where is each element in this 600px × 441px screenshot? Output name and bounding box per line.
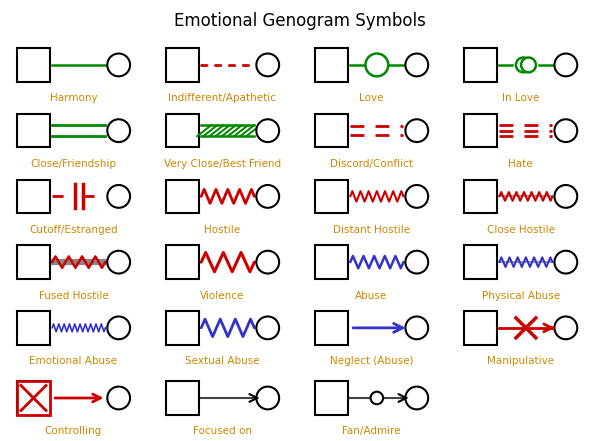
Bar	[17, 381, 50, 415]
Text: Hate: Hate	[508, 159, 533, 169]
Circle shape	[516, 57, 531, 72]
Circle shape	[256, 53, 279, 76]
Circle shape	[521, 57, 536, 72]
Bar	[464, 179, 497, 213]
Text: Close Hostile: Close Hostile	[487, 225, 554, 235]
Text: Manipulative: Manipulative	[487, 356, 554, 366]
Text: Emotional Abuse: Emotional Abuse	[29, 356, 118, 366]
Circle shape	[554, 317, 577, 339]
Circle shape	[554, 251, 577, 273]
Bar	[166, 246, 199, 279]
Bar	[166, 114, 199, 147]
Circle shape	[365, 53, 388, 76]
Text: Hostile: Hostile	[205, 225, 241, 235]
Text: Discord/Conflict: Discord/Conflict	[330, 159, 413, 169]
Bar	[17, 179, 50, 213]
Bar	[17, 114, 50, 147]
Circle shape	[256, 119, 279, 142]
Circle shape	[406, 185, 428, 208]
Text: Fan/Admire: Fan/Admire	[342, 426, 401, 437]
Circle shape	[554, 119, 577, 142]
Circle shape	[107, 251, 130, 273]
Circle shape	[256, 185, 279, 208]
Bar	[166, 311, 199, 344]
Circle shape	[406, 53, 428, 76]
Text: Close/Friendship: Close/Friendship	[31, 159, 116, 169]
Circle shape	[107, 317, 130, 339]
Bar	[17, 48, 50, 82]
Bar	[315, 48, 348, 82]
Bar	[166, 48, 199, 82]
Bar	[315, 246, 348, 279]
Text: Cutoff/Estranged: Cutoff/Estranged	[29, 225, 118, 235]
Text: Controlling: Controlling	[45, 426, 102, 437]
Circle shape	[107, 185, 130, 208]
Text: In Love: In Love	[502, 93, 539, 104]
Text: Fused Hostile: Fused Hostile	[38, 291, 109, 301]
Bar	[315, 179, 348, 213]
Circle shape	[107, 119, 130, 142]
Text: Neglect (Abuse): Neglect (Abuse)	[330, 356, 413, 366]
Circle shape	[406, 317, 428, 339]
Bar	[315, 381, 348, 415]
Circle shape	[256, 251, 279, 273]
Text: Very Close/Best Friend: Very Close/Best Friend	[164, 159, 281, 169]
Text: Love: Love	[359, 93, 384, 104]
Text: Physical Abuse: Physical Abuse	[482, 291, 560, 301]
Bar	[315, 311, 348, 344]
Circle shape	[406, 119, 428, 142]
Circle shape	[554, 53, 577, 76]
Bar	[464, 114, 497, 147]
Text: Focused on: Focused on	[193, 426, 252, 437]
Circle shape	[107, 387, 130, 409]
Text: Violence: Violence	[200, 291, 245, 301]
Circle shape	[406, 251, 428, 273]
Bar	[17, 246, 50, 279]
Text: Abuse: Abuse	[355, 291, 388, 301]
Bar	[17, 381, 50, 415]
Text: Indifferent/Apathetic: Indifferent/Apathetic	[169, 93, 277, 104]
Bar	[166, 381, 199, 415]
Bar	[166, 179, 199, 213]
Bar	[315, 114, 348, 147]
Circle shape	[256, 387, 279, 409]
Bar	[17, 311, 50, 344]
Text: Sextual Abuse: Sextual Abuse	[185, 356, 260, 366]
Circle shape	[406, 387, 428, 409]
Text: Emotional Genogram Symbols: Emotional Genogram Symbols	[174, 12, 426, 30]
Circle shape	[554, 185, 577, 208]
Circle shape	[107, 53, 130, 76]
Bar	[464, 48, 497, 82]
Text: Harmony: Harmony	[50, 93, 97, 104]
Circle shape	[256, 317, 279, 339]
Circle shape	[371, 392, 383, 404]
Bar	[464, 311, 497, 344]
Text: Distant Hostile: Distant Hostile	[333, 225, 410, 235]
Bar	[464, 246, 497, 279]
